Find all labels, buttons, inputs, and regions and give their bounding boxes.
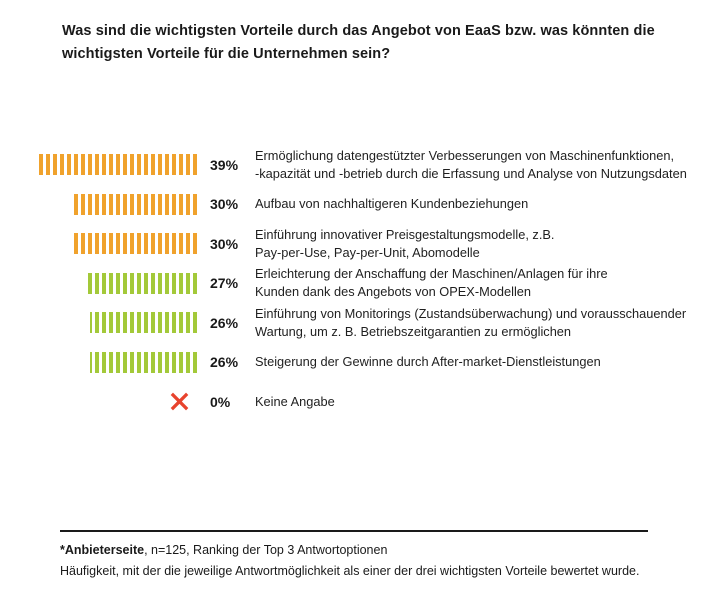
bar-value: 27% [210,275,239,292]
footnote-source-rest: , n=125, Ranking der Top 3 Antwortoption… [144,543,388,557]
chart-row: 26% Steigerung der Gewinne durch After-m… [35,343,704,383]
chart-row: 27% Erleichterung der Anschaffung der Ma… [35,264,704,304]
bar-chart: 39% Ermöglichung datengestützter Verbess… [35,145,704,422]
bar-value: 30% [210,235,239,252]
bar-cell [35,193,197,215]
bar-value: 30% [210,196,239,213]
bar [74,233,197,255]
bar-cell [35,233,197,255]
bar-value: 26% [210,354,239,371]
bar [90,351,197,373]
bar-label: Keine Angabe [255,393,335,409]
footer-note-line1: *Anbieterseite, n=125, Ranking der Top 3… [60,540,639,561]
chart-row: 0% Keine Angabe [35,382,704,422]
bar-cell [35,351,197,373]
bar-label: Einführung innovativer Preisgestaltungsm… [255,226,555,260]
no-answer-x-icon [170,392,189,411]
bar-cell [35,390,197,413]
footer-note-line2: Häufigkeit, mit der die jeweilige Antwor… [60,563,640,578]
bar [86,272,197,294]
footer-note: *Anbieterseite, n=125, Ranking der Top 3… [60,540,639,581]
bar-label: Steigerung der Gewinne durch After-marke… [255,354,601,370]
bar [37,154,197,176]
bar-label: Aufbau von nachhaltigeren Kundenbeziehun… [255,196,529,212]
chart-row: 39% Ermöglichung datengestützter Verbess… [35,145,704,185]
bar-value: 39% [210,156,239,173]
chart-row: 30% Einführung innovativer Preisgestaltu… [35,224,704,264]
bar-value: 0% [210,393,231,410]
footer-divider [60,530,648,532]
bar-label: Ermöglichung datengestützter Verbesserun… [255,147,687,181]
bar-value: 26% [210,314,239,331]
footnote-source-bold: *Anbieterseite [60,543,145,557]
bar-label: Erleichterung der Anschaffung der Maschi… [255,266,608,300]
bar [74,193,197,215]
bar-cell [35,312,197,334]
bar-cell [35,154,197,176]
bar-label: Einführung von Monitorings (Zustandsüber… [255,305,687,339]
no-answer-x-icon [168,390,191,413]
bar [90,312,197,334]
bar-cell [35,272,197,294]
chart-row: 30% Aufbau von nachhaltigeren Kundenbezi… [35,185,704,225]
chart-row: 26% Einführung von Monitorings (Zustands… [35,303,704,343]
page-title: Was sind die wichtigsten Vorteile durch … [62,23,655,63]
